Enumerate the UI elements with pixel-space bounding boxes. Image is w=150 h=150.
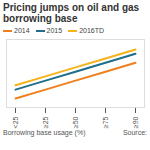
html-text:Source:: Source: [122,129,147,136]
svg-text:≥25: ≥25 [42,116,49,128]
html-text:2014: 2014 [14,27,30,34]
html-text:Borrowing base usage (%): Borrowing base usage (%) [3,129,86,136]
html-text:Pricing jumps on oil and gas b: Pricing jumps on oil and gas borrowing b… [3,2,140,24]
html-text:2016TD: 2016TD [79,27,105,34]
svg-text:≥90: ≥90 [132,116,139,128]
svg-text:≥75: ≥75 [102,116,109,128]
svg-text:<25: <25 [12,116,19,128]
svg-text:≥50: ≥50 [72,116,79,128]
html-text:2015: 2015 [46,27,63,34]
